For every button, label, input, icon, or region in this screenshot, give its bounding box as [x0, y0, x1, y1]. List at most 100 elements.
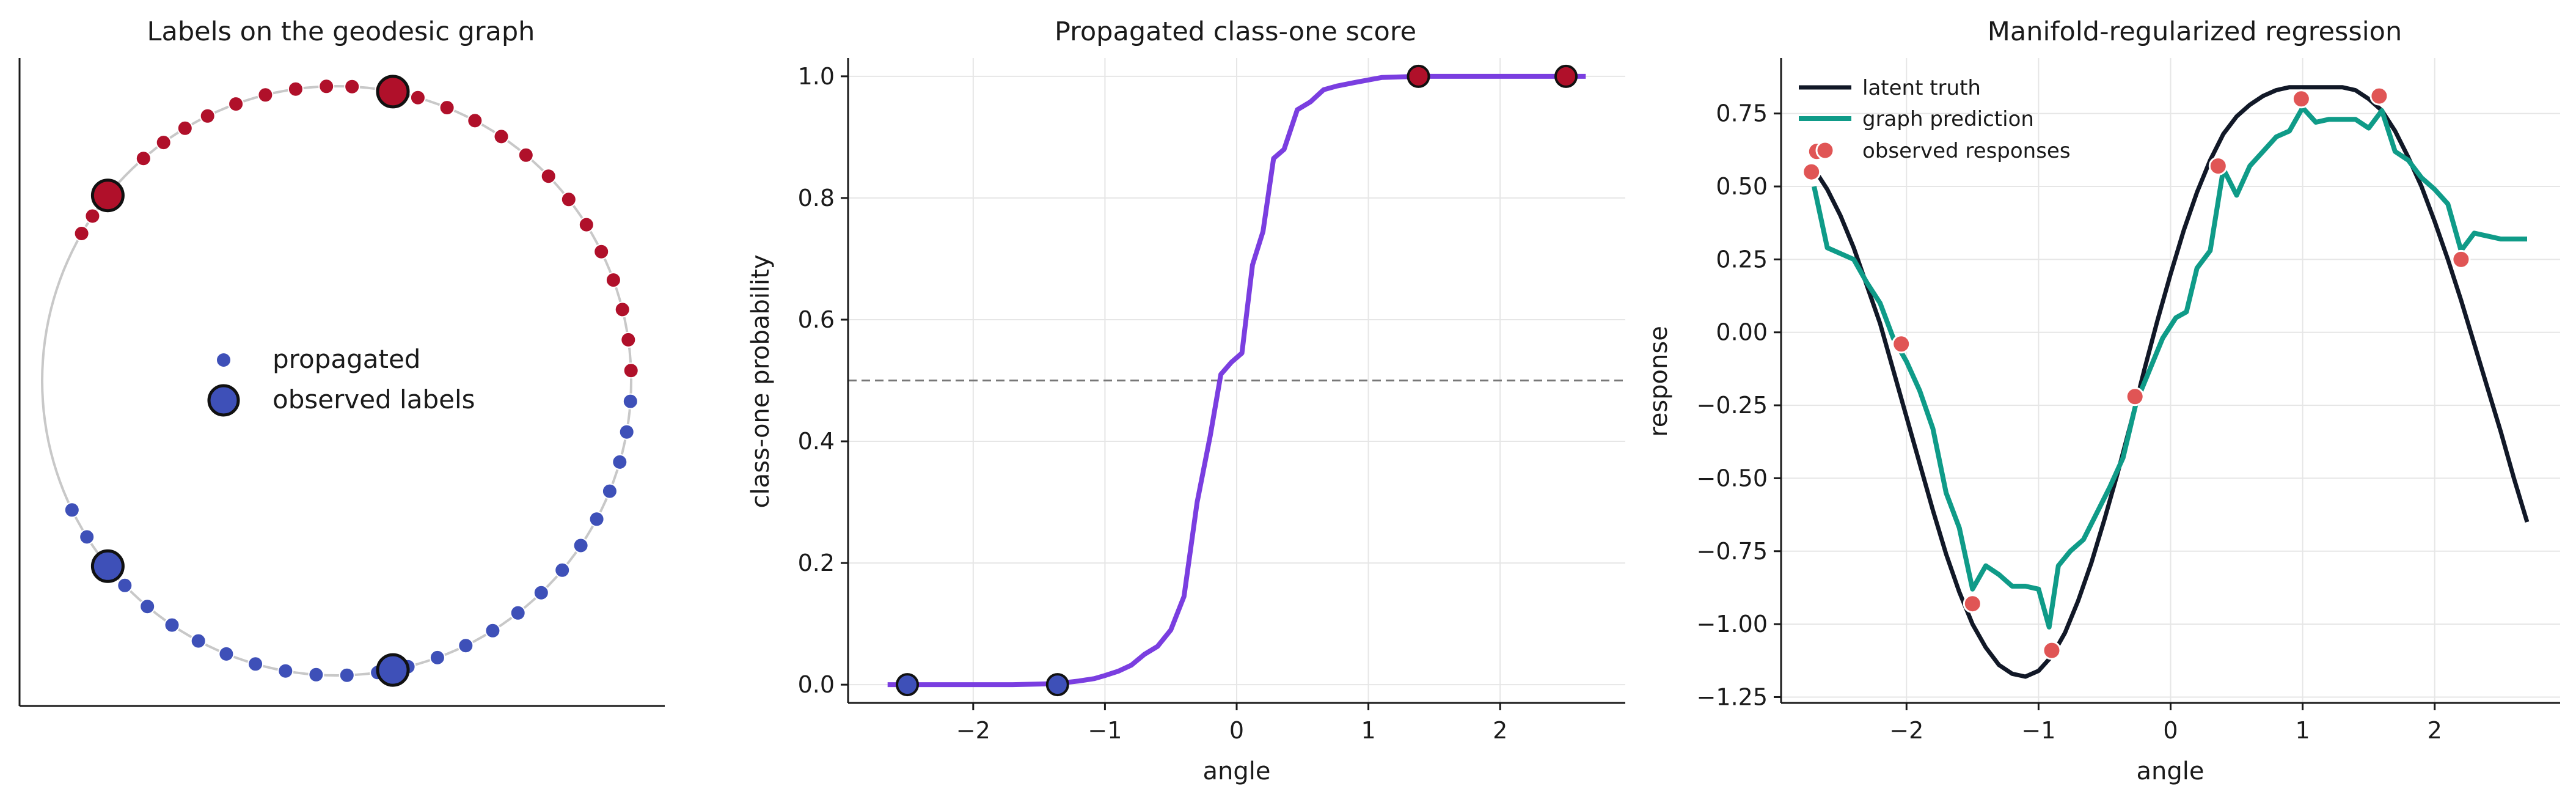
propagated-point [117, 577, 133, 594]
observed-response-point [1963, 594, 1982, 614]
x-tick-label: 1 [2296, 717, 2310, 744]
propagated-point [429, 649, 445, 666]
propagated-point [601, 483, 618, 499]
panel-class-one-score: Propagated class-one score −2 −1 0 1 2 0.00.… [747, 17, 1625, 785]
panel3-grid [1781, 58, 2560, 703]
panel3-observed-points [1802, 86, 2471, 660]
propagated-point [605, 272, 621, 289]
y-tick-label: 0.25 [1716, 246, 1768, 273]
propagated-point [612, 454, 628, 470]
propagated-point [467, 112, 483, 129]
propagated-point [164, 617, 180, 633]
panel-geodesic-graph: Labels on the geodesic graph propagated … [18, 17, 665, 707]
propagated-point [439, 100, 455, 116]
panel3-latent-truth-line [1812, 85, 2530, 679]
legend-latent-truth-label: latent truth [1862, 76, 1981, 100]
y-tick-label: 0.0 [798, 671, 835, 698]
legend-observed-marker [207, 384, 240, 417]
propagated-point [593, 243, 610, 260]
y-tick-label: 0.2 [798, 550, 835, 576]
propagated-point [199, 108, 216, 124]
y-tick-label: 1.0 [798, 63, 835, 90]
observed-response-point [2451, 249, 2471, 269]
x-tick-label: 2 [1493, 717, 1507, 744]
legend-propagated-label: propagated [273, 344, 420, 374]
y-tick-label: −1.25 [1697, 683, 1768, 710]
propagated-point [518, 147, 534, 163]
legend-propagated-marker [217, 353, 230, 367]
propagated-point [135, 150, 152, 167]
propagated-point [493, 128, 510, 145]
y-tick-label: 0.50 [1716, 173, 1768, 200]
panel3-x-ticks: −2 −1 0 1 2 [1889, 703, 2442, 744]
propagated-point [485, 622, 501, 639]
y-tick-label: −0.25 [1697, 392, 1768, 419]
observed-response-point [2369, 86, 2389, 106]
panel1-title: Labels on the geodesic graph [147, 17, 535, 47]
y-tick-label: 0.00 [1716, 319, 1768, 346]
panel3-xlabel: angle [2137, 757, 2205, 785]
panel2-x-ticks: −2 −1 0 1 2 [956, 703, 1507, 744]
panel2-title: Propagated class-one score [1055, 17, 1416, 47]
legend-observed-label: observed labels [273, 384, 475, 414]
panel1-observed-points [90, 75, 410, 687]
legend-observed-responses-marker [1815, 141, 1835, 160]
observed-label-point [376, 653, 410, 687]
propagated-point [287, 81, 304, 97]
propagated-point [622, 393, 639, 410]
propagated-point [623, 362, 639, 379]
x-tick-label: 0 [2163, 717, 2178, 744]
x-tick-label: −2 [956, 717, 990, 744]
panel1-legend: propagated observed labels [207, 344, 475, 417]
observed-response-point [2042, 641, 2062, 660]
panel3-graph-prediction-line [1812, 105, 2527, 630]
propagated-point [554, 562, 571, 578]
panel3-ylabel: response [1645, 326, 1673, 437]
observed-label-point [1554, 64, 1578, 88]
propagated-point [190, 633, 207, 649]
propagated-point [247, 656, 264, 672]
observed-response-point [2291, 89, 2311, 109]
y-tick-label: 0.8 [798, 185, 835, 211]
observed-response-point [1802, 162, 1821, 182]
panel3-legend: latent truth graph prediction observed r… [1799, 76, 2071, 163]
observed-label-point [1407, 64, 1430, 88]
observed-response-point [2125, 387, 2145, 406]
y-tick-label: 0.4 [798, 428, 835, 455]
panel2-xlabel: angle [1203, 757, 1271, 785]
observed-label-point [896, 673, 919, 697]
propagated-point [277, 663, 294, 679]
propagated-point [177, 120, 193, 136]
y-tick-label: 0.75 [1716, 100, 1768, 127]
propagated-point [618, 424, 635, 440]
observed-label-point [1045, 673, 1069, 697]
propagated-point [573, 537, 589, 554]
panel3-title: Manifold-regularized regression [1988, 17, 2402, 47]
x-tick-label: −2 [1889, 717, 1923, 744]
propagated-point [533, 584, 549, 601]
y-tick-label: −0.50 [1697, 465, 1768, 491]
y-tick-label: −1.00 [1697, 611, 1768, 638]
x-tick-label: 2 [2428, 717, 2442, 744]
y-tick-label: −0.75 [1697, 538, 1768, 565]
legend-observed-responses-label: observed responses [1862, 139, 2071, 163]
propagated-point [540, 168, 557, 185]
y-tick-label: 0.6 [798, 306, 835, 333]
x-tick-label: 1 [1361, 717, 1375, 744]
propagated-point [84, 208, 101, 224]
propagated-point [344, 78, 360, 95]
panel2-ylabel: class-one probability [747, 254, 775, 508]
propagated-point [588, 511, 605, 527]
propagated-point [409, 89, 426, 106]
propagated-point [155, 134, 172, 151]
propagated-point [620, 331, 637, 348]
propagated-point [308, 666, 324, 683]
observed-label-point [376, 75, 410, 109]
propagated-point [560, 191, 577, 208]
legend-graph-prediction-label: graph prediction [1862, 107, 2034, 131]
observed-response-point [1892, 334, 1911, 354]
panel2-observed-points [896, 64, 1578, 697]
propagated-point [79, 529, 95, 545]
panel2-score-curve [887, 73, 1586, 688]
propagated-point [318, 78, 335, 95]
